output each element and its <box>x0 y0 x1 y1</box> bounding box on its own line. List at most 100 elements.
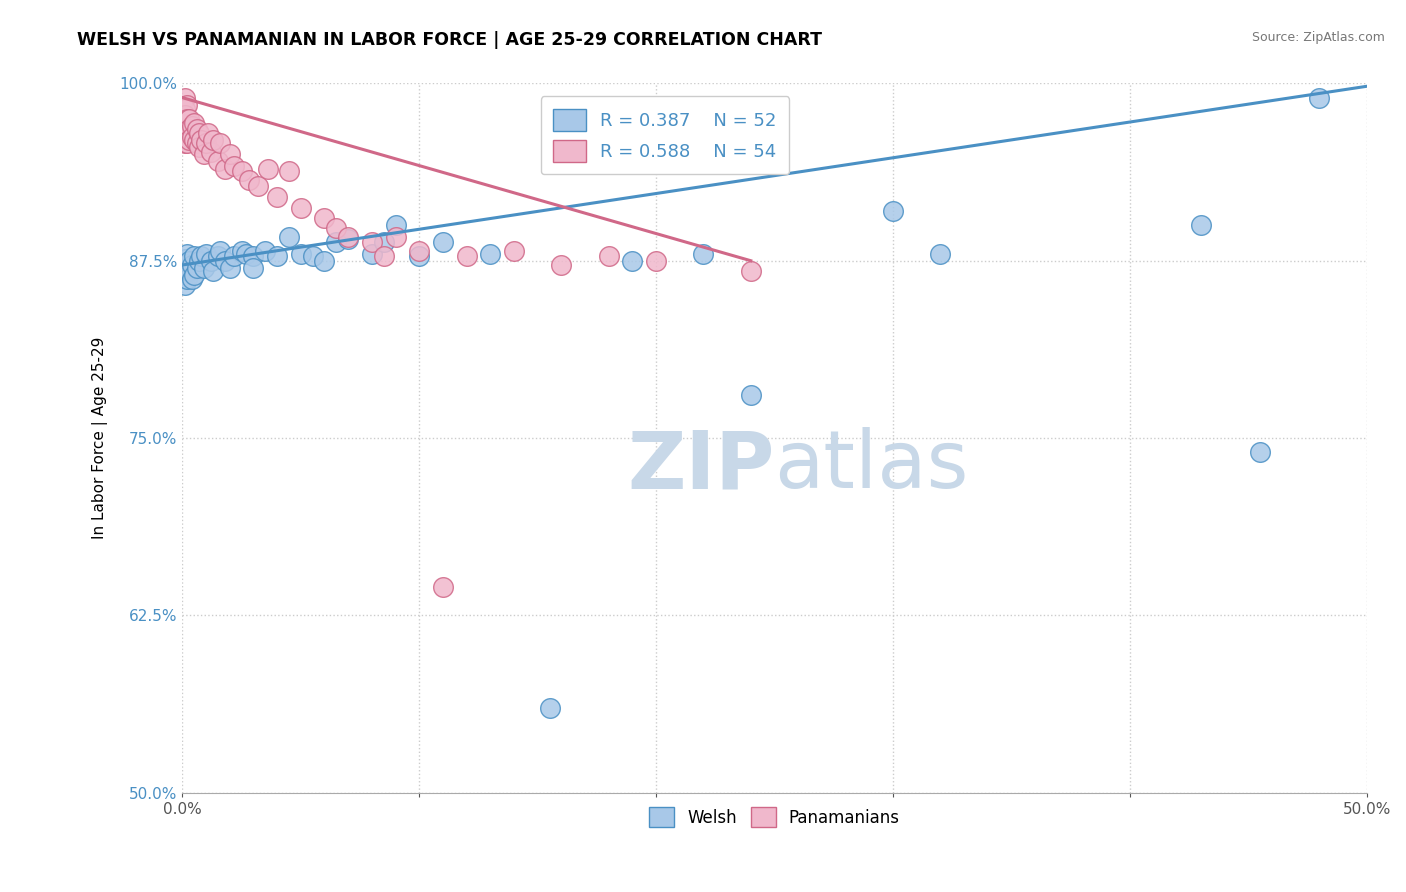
Point <box>432 235 454 250</box>
Point <box>384 219 406 233</box>
Point <box>176 136 198 150</box>
Point <box>207 250 229 264</box>
Point <box>180 119 202 133</box>
Point <box>173 108 195 122</box>
Point <box>214 253 236 268</box>
Point <box>325 235 347 250</box>
Point <box>179 133 201 147</box>
Point <box>692 246 714 260</box>
Point <box>218 260 240 275</box>
Point <box>186 121 208 136</box>
Point <box>176 272 198 286</box>
Point <box>173 136 195 150</box>
Point <box>360 246 382 260</box>
Y-axis label: In Labor Force | Age 25-29: In Labor Force | Age 25-29 <box>93 337 108 540</box>
Point <box>408 250 430 264</box>
Point <box>621 253 644 268</box>
Point <box>183 133 205 147</box>
Point <box>173 126 195 140</box>
Point <box>200 145 222 159</box>
Point <box>176 112 198 126</box>
Point <box>242 250 264 264</box>
Point <box>209 136 232 150</box>
Point <box>173 252 195 267</box>
Point <box>740 263 762 277</box>
Point <box>929 246 952 260</box>
Point <box>384 229 406 244</box>
Point <box>193 260 215 275</box>
Point <box>173 112 195 126</box>
Point <box>202 263 225 277</box>
Point <box>314 253 336 268</box>
Point <box>202 133 225 147</box>
Point <box>183 250 205 264</box>
Point <box>179 263 201 277</box>
Point <box>214 161 236 176</box>
Text: atlas: atlas <box>775 427 969 506</box>
Point <box>247 178 270 193</box>
Point <box>180 272 202 286</box>
Point <box>740 388 762 402</box>
Point <box>645 253 668 268</box>
Point <box>337 229 360 244</box>
Point <box>209 244 232 258</box>
Point <box>195 136 218 150</box>
Point <box>186 136 208 150</box>
Point <box>173 90 195 104</box>
Point <box>301 250 323 264</box>
Point <box>479 246 502 260</box>
Point <box>290 201 312 215</box>
Point <box>190 133 212 147</box>
Text: Source: ZipAtlas.com: Source: ZipAtlas.com <box>1251 31 1385 45</box>
Point <box>456 250 478 264</box>
Point <box>231 244 253 258</box>
Text: ZIP: ZIP <box>627 427 775 506</box>
Point <box>277 229 299 244</box>
Point <box>1189 219 1212 233</box>
Point <box>173 121 195 136</box>
Point <box>882 204 904 219</box>
Point <box>373 235 395 250</box>
Point <box>187 140 209 154</box>
Point <box>218 147 240 161</box>
Point <box>266 250 288 264</box>
Point <box>224 250 246 264</box>
Point <box>432 580 454 594</box>
Point <box>173 277 195 292</box>
Point <box>238 173 260 187</box>
Point <box>195 246 218 260</box>
Point <box>180 258 202 272</box>
Point <box>200 253 222 268</box>
Point <box>360 235 382 250</box>
Point <box>231 164 253 178</box>
Point <box>408 244 430 258</box>
Point <box>1249 445 1271 459</box>
Point <box>176 246 198 260</box>
Point <box>179 121 201 136</box>
Point <box>290 246 312 260</box>
Point <box>235 246 257 260</box>
Point <box>266 190 288 204</box>
Point <box>538 700 561 714</box>
Point <box>186 260 208 275</box>
Point <box>598 250 620 264</box>
Point <box>242 260 264 275</box>
Point <box>176 256 198 270</box>
Point <box>183 116 205 130</box>
Point <box>173 268 195 282</box>
Point <box>179 112 201 126</box>
Point <box>1308 90 1330 104</box>
Text: WELSH VS PANAMANIAN IN LABOR FORCE | AGE 25-29 CORRELATION CHART: WELSH VS PANAMANIAN IN LABOR FORCE | AGE… <box>77 31 823 49</box>
Point <box>550 258 572 272</box>
Point <box>173 260 195 275</box>
Point <box>325 221 347 235</box>
Point <box>254 244 277 258</box>
Point <box>256 161 278 176</box>
Point <box>337 232 360 246</box>
Point <box>179 253 201 268</box>
Point <box>503 244 526 258</box>
Point <box>176 126 198 140</box>
Point <box>373 250 395 264</box>
Point <box>187 126 209 140</box>
Point <box>314 211 336 226</box>
